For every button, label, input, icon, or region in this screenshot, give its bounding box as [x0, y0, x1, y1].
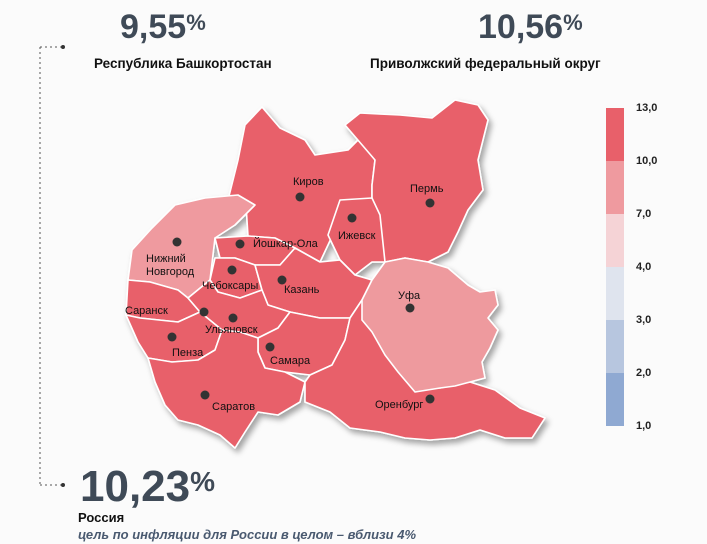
city-dot-samara[interactable] [265, 342, 275, 352]
legend-swatch-5 [606, 373, 624, 426]
legend-swatch-4 [606, 320, 624, 373]
city-label-perm: Пермь [410, 183, 444, 195]
legend-swatch-0 [606, 108, 624, 161]
city-label-cheboksary: Чебоксары [202, 280, 258, 292]
city-dot-cheboksary[interactable] [227, 265, 237, 275]
russia-label: Россия [78, 510, 125, 525]
city-dot-yoshkar-ola[interactable] [235, 239, 245, 249]
legend-tick-1: 10,0 [636, 155, 658, 167]
russia-value: 10,23% [80, 462, 216, 511]
city-dot-izhevsk[interactable] [347, 213, 357, 223]
city-label-ufa: Уфа [398, 290, 421, 302]
city-label-saransk: Саранск [125, 305, 168, 317]
city-label-izhevsk: Ижевск [338, 230, 376, 242]
city-label-orenburg: Оренбург [375, 399, 423, 411]
volga-district-label: Приволжский федеральный округ [370, 56, 601, 71]
city-label-kazan: Казань [284, 284, 320, 296]
legend-tick-3: 4,0 [636, 261, 652, 273]
city-label-kirov: Киров [293, 176, 324, 188]
city-label-nizhny-novgorod-1: Нижний [146, 253, 186, 265]
legend-scale [606, 108, 624, 426]
city-labels: Киров Пермь Ижевск Йошкар-Ола Нижний Нов… [125, 176, 444, 413]
city-label-yoshkar-ola: Йошкар-Ола [253, 237, 319, 250]
legend-swatch-3 [606, 267, 624, 320]
legend-tick-2: 7,0 [636, 208, 652, 220]
city-dot-saransk[interactable] [199, 307, 209, 317]
city-dot-kirov[interactable] [295, 192, 305, 202]
city-dot-nizhny-novgorod[interactable] [172, 237, 182, 247]
legend-swatch-1 [606, 161, 624, 214]
legend-swatch-2 [606, 214, 624, 267]
inflation-target-note: цель по инфляции для России в целом – вб… [78, 527, 417, 542]
city-dot-penza[interactable] [167, 332, 177, 342]
bashkortostan-value: 9,55% [120, 8, 206, 46]
city-dot-ulyanovsk[interactable] [228, 313, 238, 323]
city-dot-saratov[interactable] [200, 390, 210, 400]
bashkortostan-label: Республика Башкортостан [94, 56, 272, 71]
city-label-ulyanovsk: Ульяновск [205, 324, 258, 336]
city-dot-ufa[interactable] [405, 303, 415, 313]
city-dot-kazan[interactable] [277, 275, 287, 285]
city-label-penza: Пенза [172, 347, 204, 359]
legend-tick-0: 13,0 [636, 102, 658, 114]
volga-district-value: 10,56% [478, 8, 583, 46]
city-label-nizhny-novgorod-2: Новгород [146, 266, 195, 278]
city-markers [167, 192, 435, 404]
region-saratov[interactable] [147, 329, 306, 449]
region-bashkortostan[interactable] [361, 257, 499, 393]
city-dot-perm[interactable] [425, 198, 435, 208]
city-label-samara: Самара [270, 355, 311, 367]
region-udmurtia[interactable] [327, 197, 386, 276]
legend-tick-5: 2,0 [636, 367, 652, 379]
legend-tick-6: 1,0 [636, 420, 652, 432]
legend-tick-4: 3,0 [636, 314, 652, 326]
city-dot-orenburg[interactable] [425, 394, 435, 404]
city-label-saratov: Саратов [212, 401, 255, 413]
